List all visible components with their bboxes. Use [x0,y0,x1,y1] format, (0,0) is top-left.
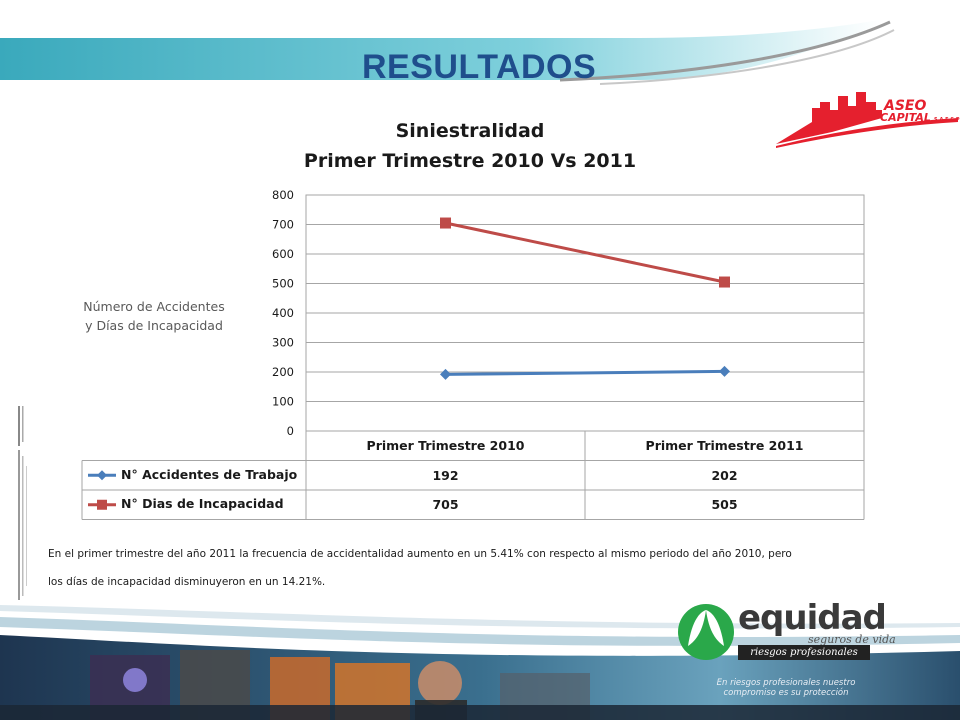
y-tick-label: 400 [272,306,294,320]
legend-series-name: N° Dias de Incapacidad [121,496,284,511]
x-tick-label: Primer Trimestre 2010 [366,438,525,453]
caption-line1: En el primer trimestre del año 2011 la f… [48,548,792,560]
series-line [445,221,725,284]
equidad-slogan: En riesgos profesionales nuestro comprom… [696,678,876,698]
equidad-wordmark: equidad [738,598,887,638]
page-title: RESULTADOS [362,48,597,86]
legend-series-name: N° Accidentes de Trabajo [121,466,298,482]
svg-text:ASEO: ASEO [883,98,926,114]
y-tick-label: 0 [287,424,294,438]
y-tick-label: 600 [272,247,294,261]
series-line [445,369,725,376]
chart-title: Siniestralidad Primer Trimestre 2010 Vs … [290,116,650,176]
y-axis-label: Número de Accidentes y Días de Incapacid… [66,297,242,335]
results-caption: En el primer trimestre del año 2011 la f… [48,540,928,596]
data-table-value: 192 [432,467,459,483]
slogan-line2: compromiso es su protección [723,688,849,698]
y-tick-label: 700 [272,218,294,232]
bottom-photo-band [0,605,960,720]
chart-title-line2: Primer Trimestre 2010 Vs 2011 [303,150,637,172]
data-point [719,276,730,288]
y-axis-label-line2: y Días de Incapacidad [85,318,223,333]
y-tick-label: 200 [272,365,294,379]
equidad-tagline: riesgos profesionales [738,645,870,660]
data-point [440,217,451,229]
y-tick-label: 300 [272,336,294,350]
y-tick-label: 100 [272,395,294,409]
y-tick-label: 500 [272,277,294,291]
x-tick-label: Primer Trimestre 2011 [645,438,804,453]
caption-line2: los días de incapacidad disminuyeron en … [48,576,326,588]
slogan-line1: En riesgos profesionales nuestro [716,678,856,688]
legend-key-marker [97,499,107,510]
svg-text:CAPITAL: CAPITAL [880,111,931,124]
legend-key-marker [97,470,107,481]
chart-title-line1: Siniestralidad [395,120,545,142]
header-banner [0,20,895,85]
equidad-logo-mark [678,604,734,660]
y-axis-label-line1: Número de Accidentes [83,299,225,314]
data-table-value: 705 [432,497,459,512]
data-point [719,365,730,377]
data-point [440,368,451,380]
y-tick-label: 800 [272,188,294,202]
side-fine-print [18,406,27,600]
equidad-subtitle: seguros de vida [808,633,896,646]
data-table-value: 505 [711,497,738,512]
data-table-value: 202 [711,467,738,483]
svg-text:S.A E.S.P: S.A E.S.P [934,117,960,123]
aseo-capital-logo: ASEO CAPITAL S.A E.S.P [776,92,960,148]
